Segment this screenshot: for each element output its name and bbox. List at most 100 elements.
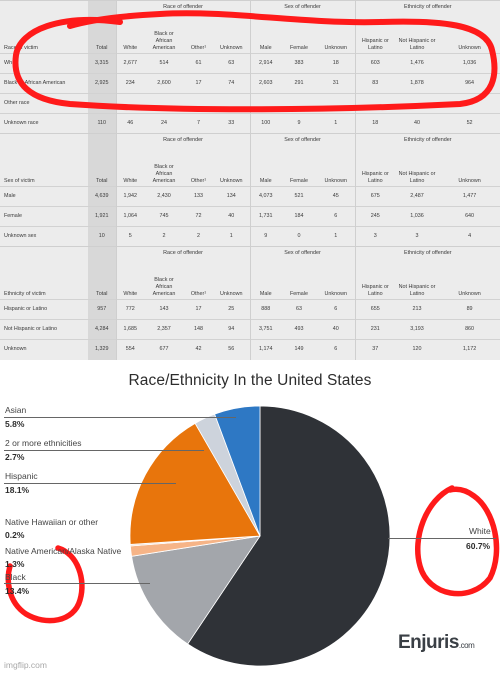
- column-header: Black or African American: [152, 277, 176, 297]
- table-cell: 46: [115, 113, 144, 134]
- table-cell: 1,878: [395, 73, 440, 94]
- row-label: White: [0, 53, 88, 74]
- table-cell: 1,731: [249, 206, 282, 227]
- brand-name: Enjuris: [398, 632, 459, 653]
- table-cell: 45: [317, 186, 356, 207]
- table-cell: 56: [213, 339, 251, 360]
- blank-cell: [88, 133, 116, 147]
- group-label-race: Race of offender: [115, 133, 251, 147]
- table-cell: 63: [213, 53, 251, 74]
- table-cell: [317, 93, 356, 114]
- column-header: Male: [249, 259, 282, 300]
- black-label: Black: [5, 572, 26, 582]
- pie-slice-hispanic: [129, 422, 261, 545]
- table-cell: 6: [317, 299, 356, 320]
- table-cell: 6: [317, 206, 356, 227]
- white-leader-line: [388, 538, 496, 539]
- crime-statistics-table-region: Race of offender Sex of offender Ethnicity…: [0, 0, 500, 360]
- group-label-race: Race of offender: [115, 246, 251, 260]
- table-cell: 4,284: [88, 319, 116, 340]
- table-cell: 7: [184, 113, 213, 134]
- table-cell: 3,315: [88, 53, 116, 74]
- red-annotation-circle-black: [5, 545, 85, 624]
- table-cell: 1,477: [439, 186, 500, 207]
- column-header: Not Hispanic or Latino: [398, 38, 436, 51]
- table-cell: 1,942: [115, 186, 144, 207]
- table-cell: 1,036: [439, 53, 500, 74]
- row-label: Not Hispanic or Latino: [0, 319, 88, 340]
- asian-label: Asian: [5, 405, 27, 415]
- table-cell: 745: [144, 206, 184, 227]
- column-header: Unknown: [324, 291, 348, 297]
- group-label-sex: Sex of offender: [249, 246, 356, 260]
- table-cell: 72: [184, 206, 213, 227]
- column-header: Male: [249, 146, 282, 187]
- table-cell: 10: [88, 226, 116, 247]
- table-cell: 3: [395, 226, 440, 247]
- table-cell: 245: [354, 206, 396, 227]
- column-header: Hispanic or Latino: [354, 259, 396, 300]
- table-cell: 24: [144, 113, 184, 134]
- table-row: Unknown race 110 46 24 7 33 100 9 1 18 40 52: [0, 113, 500, 134]
- chart-title: Race/Ethnicity In the United States: [128, 372, 372, 389]
- column-header: Other¹: [190, 291, 207, 297]
- table-cell: 1,329: [88, 339, 116, 360]
- table-cell: 1,064: [115, 206, 144, 227]
- table-cell: [144, 93, 184, 114]
- group-label-ethnicity: Ethnicity of offender: [354, 0, 500, 14]
- table-row: Not Hispanic or Latino 4,284 1,685 2,357 148…: [0, 319, 500, 340]
- enjuris-logo: Enjuris.com: [398, 632, 475, 654]
- table-cell: 655: [354, 299, 396, 320]
- two-or-more-leader-line: [4, 450, 204, 451]
- row-label: Female: [0, 206, 88, 227]
- table-cell: 0: [281, 226, 318, 247]
- table-cell: 888: [249, 299, 282, 320]
- column-header: Unknown: [220, 45, 243, 51]
- blank-cell: [0, 246, 88, 260]
- table-cell: 1,036: [395, 206, 440, 227]
- table-cell: 6: [317, 339, 356, 360]
- table-cell: 2,357: [144, 319, 184, 340]
- blank-cell: [88, 0, 116, 14]
- row-header-label: Sex of victim: [4, 178, 35, 184]
- table-row: Black or African American 2,925 234 2,600 17…: [0, 73, 500, 94]
- table-cell: 2,603: [249, 73, 282, 94]
- column-header: Unknown: [458, 291, 481, 297]
- table-cell: 40: [317, 319, 356, 340]
- table-cell: 772: [115, 299, 144, 320]
- table-cell: 42: [184, 339, 213, 360]
- table-row: Male 4,639 1,942 2,430 133 134 4,073 521 45 675 2,…: [0, 186, 500, 207]
- table-cell: 1: [213, 226, 251, 247]
- table-cell: 383: [281, 53, 318, 74]
- asian-percent: 5.8%: [5, 419, 25, 429]
- row-header-label: Race of victim: [4, 45, 38, 51]
- table-cell: 9: [249, 226, 282, 247]
- table-cell: 17: [184, 299, 213, 320]
- native-hawaiian-label: Native Hawaiian or other: [5, 517, 99, 527]
- table-cell: 4,639: [88, 186, 116, 207]
- table-cell: 640: [439, 206, 500, 227]
- table-cell: 134: [213, 186, 251, 207]
- table-cell: 860: [439, 319, 500, 340]
- column-header-row: Ethnicity of victim Total White Black or Af…: [0, 259, 500, 300]
- table-cell: 143: [144, 299, 184, 320]
- table-cell: 231: [354, 319, 396, 340]
- group-label-sex: Sex of offender: [249, 133, 356, 147]
- column-header: White: [115, 146, 144, 187]
- column-header: Female: [290, 178, 308, 184]
- table-cell: 964: [439, 73, 500, 94]
- table-cell: 1,476: [395, 53, 440, 74]
- column-header: White: [115, 259, 144, 300]
- table-cell: [88, 93, 116, 114]
- table-cell: 9: [281, 113, 318, 134]
- row-label: Other race: [0, 93, 88, 114]
- table-row: Unknown 1,329 554 677 42 56 1,174 149 6 37 120 1,17…: [0, 339, 500, 360]
- hispanic-label: Hispanic: [5, 471, 38, 481]
- native-american-label: Native American/Alaska Native: [5, 546, 122, 556]
- column-header: Not Hispanic or Latino: [398, 171, 436, 184]
- column-header: Female: [290, 291, 308, 297]
- table-cell: 133: [184, 186, 213, 207]
- column-header: Total: [88, 146, 116, 187]
- column-header: Total: [88, 13, 116, 54]
- group-label-ethnicity: Ethnicity of offender: [354, 246, 500, 260]
